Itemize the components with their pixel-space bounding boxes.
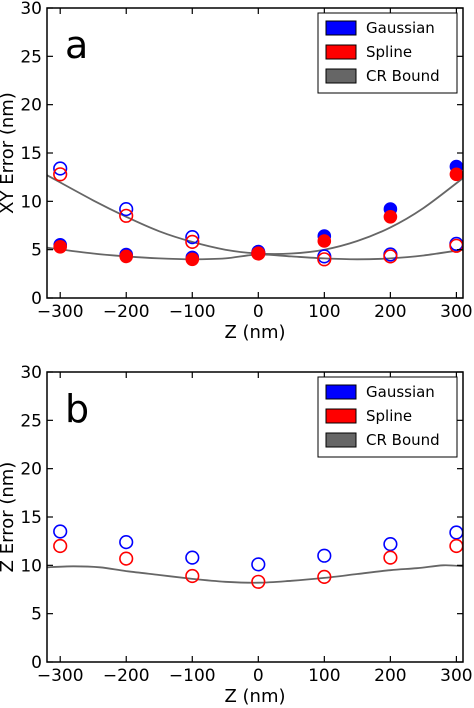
y-tick-label: 10	[20, 192, 42, 212]
spline-open-point	[185, 568, 200, 584]
spline-open-point	[251, 246, 266, 261]
spline-filled-point	[119, 249, 133, 264]
y-tick-label: 30	[20, 363, 42, 383]
gaussian-open-point	[317, 249, 332, 264]
spline-open-point	[251, 574, 266, 589]
x-tick-label: −300	[37, 302, 84, 322]
legend-swatch	[325, 20, 357, 36]
x-axis-label: Z (nm)	[224, 322, 285, 343]
spline-open-point	[317, 569, 332, 585]
legend-swatch	[325, 432, 357, 448]
gaussian-open-point	[53, 161, 68, 176]
spline-filled-point	[383, 210, 398, 224]
gaussian-open-point	[185, 550, 200, 565]
spline-open-point	[119, 551, 134, 566]
legend-swatch	[325, 68, 357, 84]
panel-letter: b	[65, 387, 89, 431]
legend-label: Spline	[366, 407, 412, 425]
spline-open-point	[449, 538, 464, 554]
y-tick-label: 5	[31, 241, 42, 261]
gaussian-open-point	[119, 534, 134, 550]
spline-open-point	[53, 538, 68, 554]
legend-label: Gaussian	[366, 19, 435, 37]
gaussian-open-point	[53, 524, 68, 539]
spline-filled-point	[53, 240, 68, 254]
gaussian-open-point	[449, 525, 464, 540]
x-tick-label: 100	[308, 302, 340, 322]
x-tick-label: 100	[308, 666, 340, 686]
x-axis-label: Z (nm)	[224, 686, 285, 707]
gaussian-open-point	[317, 548, 332, 563]
spline-filled-point	[317, 234, 332, 248]
spline-open-point	[53, 167, 68, 182]
legend-label: Gaussian	[366, 383, 435, 401]
spline-filled-point	[449, 167, 464, 182]
legend-swatch	[325, 408, 357, 424]
y-axis-label: Z Error (nm)	[0, 462, 18, 573]
gaussian-open-point	[185, 230, 200, 245]
spline-open-point	[119, 208, 134, 223]
x-tick-label: −100	[169, 302, 216, 322]
spline-open-point	[317, 252, 332, 267]
gaussian-open-point	[119, 202, 134, 217]
x-tick-label: −200	[103, 666, 150, 686]
y-tick-label: 5	[31, 605, 42, 625]
y-tick-label: 30	[20, 0, 42, 19]
legend-swatch	[325, 44, 357, 60]
x-tick-label: 0	[253, 302, 264, 322]
x-tick-label: 0	[253, 666, 264, 686]
spline-open-point	[185, 234, 200, 249]
y-tick-label: 25	[20, 47, 42, 67]
x-tick-label: 200	[374, 302, 406, 322]
spline-filled-point	[185, 252, 200, 267]
panel-a: −300 −200 −100 0 100 200 300 0 5 10 15 20 25 30 Z (nm)…	[0, 0, 473, 343]
legend-label: CR Bound	[366, 431, 440, 449]
panel-b: −300 −200 −100 0 100 200 300 0 5 10 15 20 25 30 Z (nm)…	[0, 363, 473, 707]
y-tick-label: 0	[31, 653, 42, 673]
panel-letter: a	[65, 23, 88, 67]
legend-label: Spline	[366, 43, 412, 61]
y-tick-label: 10	[20, 556, 42, 576]
legend-swatch	[325, 384, 357, 400]
legend-label: CR Bound	[366, 67, 440, 85]
y-tick-label: 15	[20, 508, 42, 528]
cr-bound-curve	[46, 174, 464, 255]
spline-open-point	[383, 550, 398, 565]
y-tick-label: 15	[20, 144, 42, 164]
gaussian-open-point	[251, 557, 266, 572]
x-tick-label: −300	[37, 666, 84, 686]
y-tick-label: 25	[20, 411, 42, 431]
y-axis-label: XY Error (nm)	[0, 92, 18, 214]
x-tick-label: 300	[440, 666, 472, 686]
x-tick-label: −200	[103, 302, 150, 322]
y-tick-label: 0	[31, 289, 42, 309]
x-tick-label: 300	[440, 302, 472, 322]
gaussian-open-point	[383, 536, 398, 552]
y-tick-label: 20	[20, 460, 42, 480]
spline-open-point	[383, 249, 398, 264]
x-tick-label: 200	[374, 666, 406, 686]
cr-bound-curve	[46, 564, 464, 584]
x-tick-label: −100	[169, 666, 216, 686]
y-tick-label: 20	[20, 96, 42, 116]
